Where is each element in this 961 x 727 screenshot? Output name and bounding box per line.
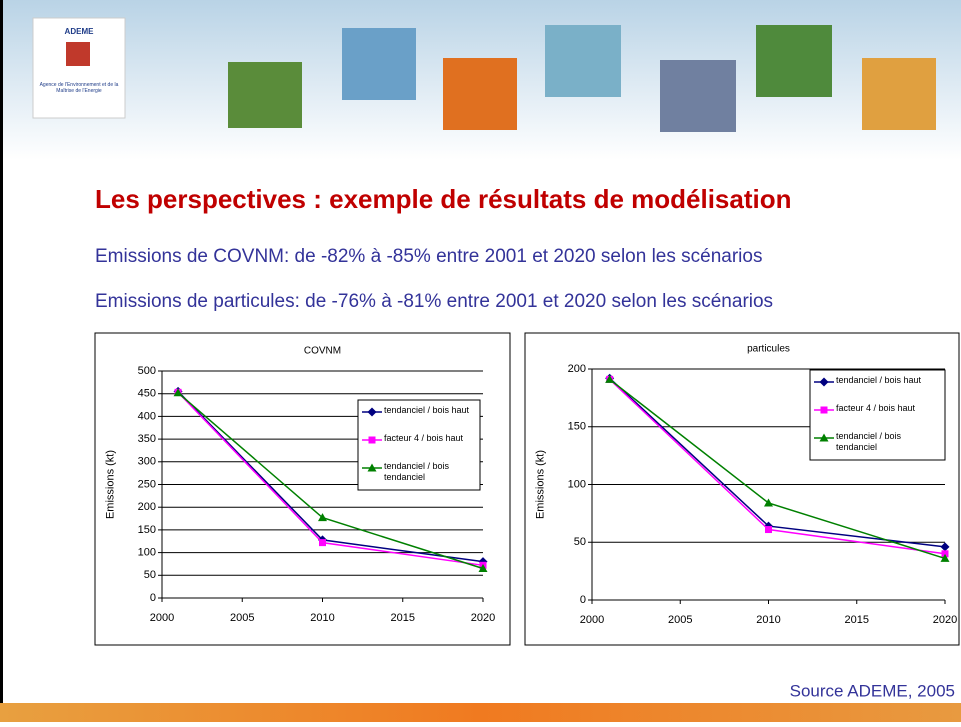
legend-entry-box: tendanciel / bois haut bbox=[384, 405, 478, 431]
y-tick-label: 250 bbox=[138, 478, 156, 490]
picture bbox=[545, 25, 621, 97]
slide-title: Les perspectives : exemple de résultats … bbox=[95, 184, 792, 214]
chart-title: COVNM bbox=[304, 346, 341, 357]
y-tick-label: 50 bbox=[574, 536, 586, 548]
y-tick-label: 200 bbox=[568, 363, 586, 375]
marker bbox=[319, 539, 326, 546]
y-tick-label: 50 bbox=[144, 569, 156, 581]
y-tick-label: 0 bbox=[580, 594, 586, 606]
logo-caption: Agence de l'Environnement et de la Maîtr… bbox=[36, 82, 122, 94]
x-tick-label: 2020 bbox=[933, 614, 957, 626]
y-tick-label: 450 bbox=[138, 388, 156, 400]
y-tick-label: 350 bbox=[138, 433, 156, 445]
legend-entry-box: facteur 4 / bois haut bbox=[384, 433, 478, 459]
x-tick-label: 2020 bbox=[471, 612, 495, 624]
picture bbox=[228, 62, 302, 128]
x-tick-label: 2000 bbox=[580, 614, 604, 626]
x-tick-label: 2010 bbox=[756, 614, 780, 626]
y-tick-label: 100 bbox=[568, 478, 586, 490]
legend-entry-box: tendanciel / bois tendanciel bbox=[836, 431, 943, 457]
marker bbox=[765, 526, 772, 533]
footer-band bbox=[0, 703, 961, 722]
y-tick-label: 150 bbox=[568, 421, 586, 433]
x-tick-label: 2010 bbox=[310, 612, 334, 624]
logo-icon bbox=[66, 42, 90, 66]
picture bbox=[756, 25, 832, 97]
x-tick-label: 2005 bbox=[230, 612, 254, 624]
y-tick-label: 500 bbox=[138, 365, 156, 377]
x-tick-label: 2015 bbox=[391, 612, 415, 624]
source: Source ADEME, 2005 bbox=[790, 681, 955, 700]
picture bbox=[443, 58, 517, 130]
logo-name: ADEME bbox=[65, 27, 95, 36]
y-tick-label: 150 bbox=[138, 524, 156, 536]
y-axis-label: Emissions (kt) bbox=[104, 450, 116, 519]
y-tick-label: 100 bbox=[138, 547, 156, 559]
legend-entry-box: tendanciel / bois haut bbox=[836, 375, 943, 401]
x-tick-label: 2005 bbox=[668, 614, 692, 626]
frame bbox=[0, 0, 3, 722]
legend-entry-box: facteur 4 / bois haut bbox=[836, 403, 943, 429]
legend-entry: tendanciel / bois tendanciel bbox=[836, 431, 943, 453]
picture bbox=[342, 28, 416, 100]
marker bbox=[369, 437, 376, 444]
bullet-text: Emissions de COVNM: de -82% à -85% entre… bbox=[95, 246, 762, 267]
slide: ADEME Agence de l'Environnement et de la… bbox=[0, 0, 961, 722]
x-tick-label: 2015 bbox=[845, 614, 869, 626]
legend-entry: tendanciel / bois haut bbox=[384, 405, 478, 416]
bullet-text: Emissions de particules: de -76% à -81% … bbox=[95, 291, 773, 312]
legend-entry-box: tendanciel / bois tendanciel bbox=[384, 461, 478, 487]
legend-entry: tendanciel / bois haut bbox=[836, 375, 943, 386]
chart-title: particules bbox=[747, 344, 790, 355]
y-tick-label: 400 bbox=[138, 410, 156, 422]
picture bbox=[660, 60, 736, 132]
y-tick-label: 300 bbox=[138, 456, 156, 468]
logo-caption-box: Agence de l'Environnement et de la Maîtr… bbox=[36, 82, 122, 112]
legend-entry: facteur 4 / bois haut bbox=[836, 403, 943, 414]
y-tick-label: 200 bbox=[138, 501, 156, 513]
y-axis-label: Emissions (kt) bbox=[534, 450, 546, 519]
legend-entry: facteur 4 / bois haut bbox=[384, 433, 478, 444]
x-tick-label: 2000 bbox=[150, 612, 174, 624]
picture bbox=[862, 58, 936, 130]
marker bbox=[821, 407, 828, 414]
legend-entry: tendanciel / bois tendanciel bbox=[384, 461, 478, 483]
y-tick-label: 0 bbox=[150, 592, 156, 604]
